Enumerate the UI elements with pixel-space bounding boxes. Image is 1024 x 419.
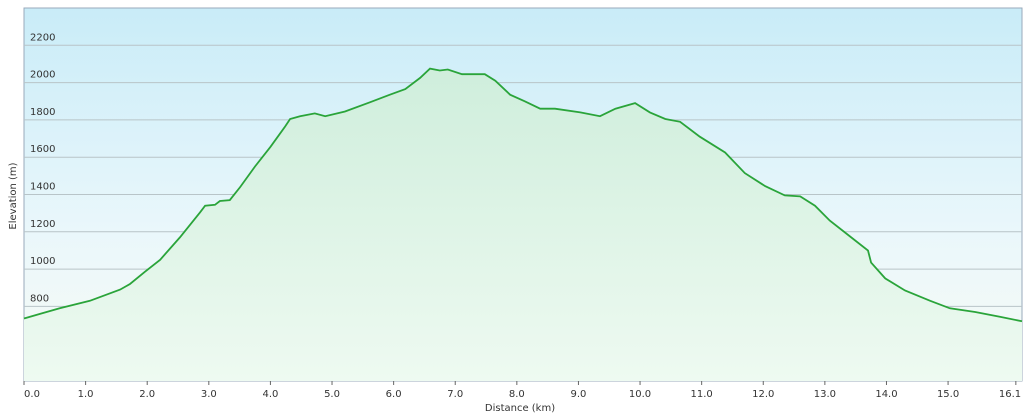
y-tick-label: 2200 (30, 32, 55, 43)
x-tick-label: 15.0 (937, 389, 959, 400)
x-tick-label: 16.1 (999, 389, 1021, 400)
x-tick-label: 1.0 (78, 389, 94, 400)
x-tick-label: 0.0 (24, 389, 40, 400)
x-tick-label: 9.0 (570, 389, 586, 400)
x-tick-label: 3.0 (201, 389, 217, 400)
x-tick-label: 2.0 (139, 389, 155, 400)
x-tick-label: 8.0 (509, 389, 525, 400)
x-tick-label: 10.0 (629, 389, 651, 400)
y-tick-label: 1000 (30, 256, 55, 267)
y-axis-label: Elevation (m) (8, 162, 19, 229)
y-tick-label: 2000 (30, 70, 55, 81)
x-tick-label: 6.0 (386, 389, 402, 400)
x-tick-label: 4.0 (262, 389, 278, 400)
x-axis-label: Distance (km) (485, 403, 555, 414)
x-tick-label: 11.0 (691, 389, 713, 400)
y-tick-label: 1200 (30, 219, 55, 230)
x-tick-label: 7.0 (447, 389, 463, 400)
y-tick-label: 1600 (30, 144, 55, 155)
area-fill (24, 68, 1022, 381)
elevation-line (23, 67, 1023, 323)
y-tick-label: 1800 (30, 107, 55, 118)
x-tick-label: 5.0 (324, 389, 340, 400)
x-tick-label: 13.0 (814, 389, 836, 400)
x-tick-label: 14.0 (875, 389, 897, 400)
y-tick-label: 1400 (30, 182, 55, 193)
y-tick-label: 800 (30, 293, 49, 304)
x-tick-label: 12.0 (752, 389, 774, 400)
